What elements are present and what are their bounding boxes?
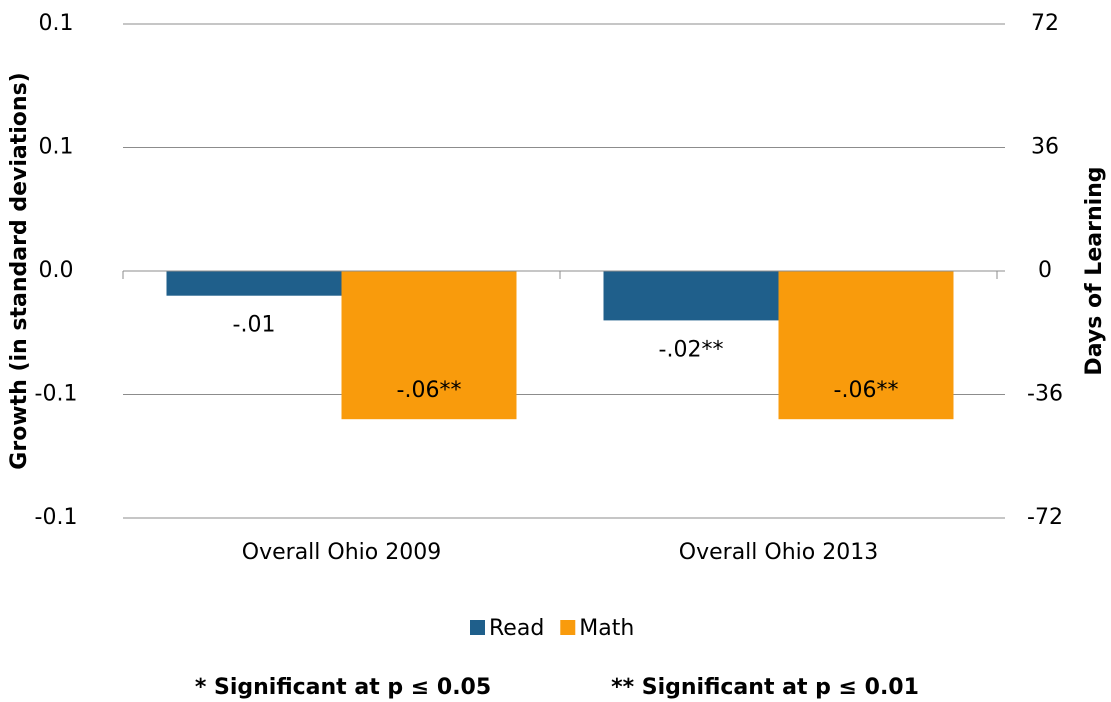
bar [166, 271, 342, 296]
value-label: -.06** [397, 378, 462, 403]
bar [341, 271, 517, 420]
y2-tick-label: -72 [1027, 505, 1063, 530]
value-label: -.02** [659, 337, 724, 362]
y-tick-label: -0.1 [35, 382, 78, 407]
x-tick-label: Overall Ohio 2013 [679, 540, 878, 565]
legend-swatch [470, 620, 485, 635]
bar [778, 271, 954, 420]
legend-label: Read [489, 616, 544, 641]
y2-tick-label: 36 [1031, 135, 1059, 160]
y-tick-label: 0.0 [39, 258, 74, 283]
legend-swatch [560, 620, 576, 635]
y2-axis-title: Days of Learning [1082, 166, 1107, 375]
y-tick-label: -0.1 [35, 505, 78, 530]
y2-tick-label: -36 [1027, 382, 1063, 407]
y-tick-label: 0.1 [39, 11, 74, 36]
value-label: -.06** [834, 378, 899, 403]
y2-tick-label: 72 [1031, 11, 1059, 36]
legend-label: Math [579, 616, 634, 641]
footnote: ** Significant at p ≤ 0.01 [611, 675, 919, 700]
bar [603, 271, 779, 321]
y-tick-label: 0.1 [39, 135, 74, 160]
y2-tick-label: 0 [1038, 258, 1052, 283]
x-tick-label: Overall Ohio 2009 [242, 540, 441, 565]
footnote: * Significant at p ≤ 0.05 [195, 675, 491, 700]
y-axis-title: Growth (in standard deviations) [7, 72, 32, 469]
value-label: -.01 [233, 313, 276, 338]
